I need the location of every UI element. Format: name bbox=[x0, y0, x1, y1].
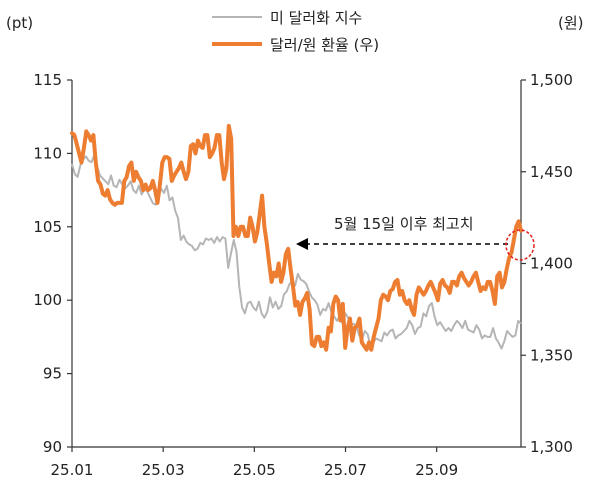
legend-label-krw-rate: 달러/원 환율 (우) bbox=[270, 36, 379, 54]
x-tick-label: 25.09 bbox=[415, 461, 458, 479]
left-tick-label: 110 bbox=[33, 144, 62, 162]
legend: 미 달러화 지수 달러/원 환율 (우) bbox=[212, 9, 379, 54]
right-tick-label: 1,400 bbox=[530, 255, 573, 273]
left-tick-label: 115 bbox=[33, 71, 62, 89]
x-axis-ticks: 25.01 25.03 25.05 25.07 25.09 bbox=[51, 447, 458, 479]
right-tick-label: 1,300 bbox=[530, 438, 573, 456]
x-tick-label: 25.07 bbox=[324, 461, 367, 479]
left-tick-label: 105 bbox=[33, 218, 62, 236]
series-line-krw-rate bbox=[70, 123, 523, 352]
series-line-dollar-index bbox=[71, 153, 522, 350]
x-tick-label: 25.01 bbox=[51, 461, 94, 479]
right-axis-unit: (원) bbox=[558, 14, 584, 32]
annotation-label: 5월 15일 이후 최고치 bbox=[334, 215, 474, 233]
right-axis-ticks: 1,300 1,350 1,400 1,450 1,500 bbox=[521, 71, 573, 456]
right-tick-label: 1,350 bbox=[530, 346, 573, 364]
left-axis-ticks: 90 95 100 105 110 115 bbox=[33, 71, 72, 456]
annotation-highlight-circle bbox=[505, 229, 535, 261]
left-axis-unit: (pt) bbox=[6, 14, 33, 32]
left-tick-label: 90 bbox=[43, 438, 62, 456]
right-tick-label: 1,500 bbox=[530, 71, 573, 89]
legend-label-dollar-index: 미 달러화 지수 bbox=[270, 9, 362, 27]
annotation-arrowhead bbox=[296, 238, 308, 250]
left-tick-label: 100 bbox=[33, 291, 62, 309]
x-tick-label: 25.05 bbox=[233, 461, 276, 479]
left-tick-label: 95 bbox=[43, 365, 62, 383]
right-tick-label: 1,450 bbox=[530, 163, 573, 181]
x-tick-label: 25.03 bbox=[142, 461, 185, 479]
